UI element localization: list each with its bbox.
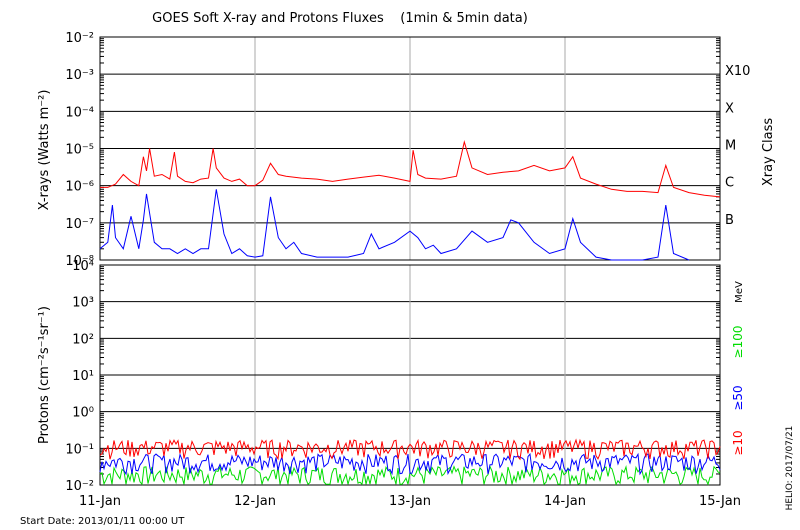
- y-tick-label: 10⁻⁴: [65, 105, 94, 120]
- y-tick-label: 10⁻³: [65, 68, 94, 83]
- xray-class-label: X10: [725, 64, 750, 79]
- proton-legend-entry: ≥50: [731, 385, 745, 410]
- y-tick-label: 10²: [72, 332, 94, 347]
- xray-ylabel: X-rays (Watts m⁻²): [37, 90, 52, 211]
- xray-class-label: M: [725, 139, 736, 154]
- chart-title: GOES Soft X-ray and Protons Fluxes (1min…: [152, 11, 528, 26]
- x-tick-label: 15-Jan: [699, 494, 741, 509]
- proton-legend-entry: ≥100: [731, 326, 745, 359]
- proton-legend-entry: ≥10: [731, 430, 745, 455]
- plot-frame: [99, 36, 721, 261]
- y-tick-label: 10⁰: [72, 406, 94, 421]
- xray-class-label: C: [725, 176, 734, 191]
- x-tick-label: 12-Jan: [234, 494, 276, 509]
- y-tick-label: 10¹: [72, 369, 94, 384]
- credit: HELIO: 2017/07/21: [785, 426, 795, 511]
- xray-class-label: B: [725, 213, 734, 228]
- proton-units-label: MeV: [734, 281, 745, 303]
- x-tick-label: 14-Jan: [544, 494, 586, 509]
- x-tick-label: 11-Jan: [79, 494, 121, 509]
- xray-panel: 10⁻⁸ 10⁻⁷ 10⁻⁶ 10⁻⁵ 10⁻⁴ 10⁻³ 10⁻² B C M X X10: [65, 31, 750, 269]
- y-tick-label: 10⁻⁸: [65, 254, 94, 269]
- xray-series-line: [100, 140, 721, 198]
- y-tick-label: 10⁻⁶: [65, 180, 94, 195]
- y-tick-label: 10⁻²: [65, 479, 94, 494]
- y-tick-label: 10⁴: [72, 259, 94, 274]
- proton-series-line: [99, 452, 721, 476]
- start-date: Start Date: 2013/01/11 00:00 UT: [20, 516, 185, 527]
- xray-class-axis-title: Xray Class: [761, 118, 776, 186]
- x-tick-label: 13-Jan: [389, 494, 431, 509]
- y-tick-label: 10⁻⁷: [65, 217, 94, 232]
- proton-panel: 10⁻² 10⁻¹ 10⁰ 10¹ 10² 10³ 10⁴ ≥10 ≥50 ≥100 MeV: [65, 259, 745, 494]
- y-tick-label: 10⁻⁵: [65, 143, 94, 158]
- xray-series-line: [99, 189, 690, 261]
- y-tick-label: 10⁻²: [65, 31, 94, 46]
- proton-ylabel: Protons (cm⁻²s⁻¹sr⁻¹): [37, 306, 52, 444]
- y-tick-label: 10³: [72, 296, 94, 311]
- xray-class-label: X: [725, 101, 734, 116]
- y-tick-label: 10⁻¹: [65, 442, 94, 457]
- proton-series-line: [99, 438, 721, 461]
